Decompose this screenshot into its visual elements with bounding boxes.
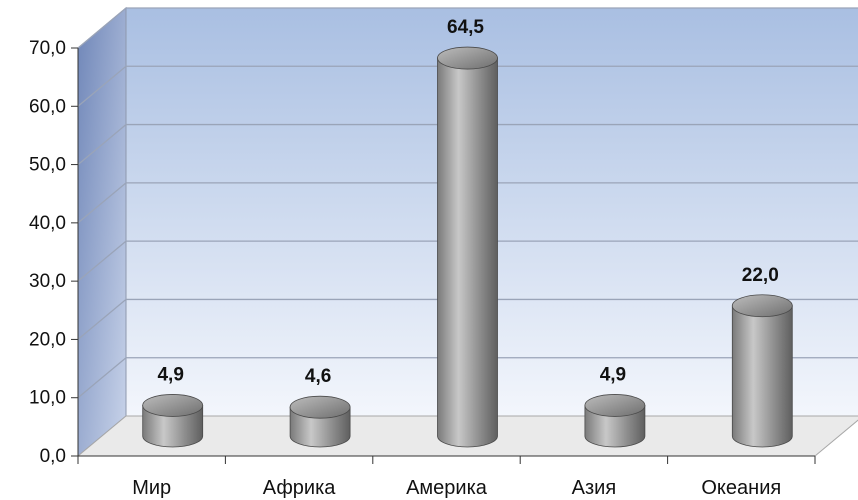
bar-cap bbox=[142, 394, 204, 417]
bars bbox=[142, 46, 793, 448]
data-label: 4,6 bbox=[305, 366, 331, 387]
y-tick-label: 30,0 bbox=[29, 271, 66, 292]
gridlines bbox=[77, 7, 858, 399]
y-tick-label: 50,0 bbox=[29, 155, 66, 176]
gridline bbox=[77, 7, 858, 49]
data-label: 22,0 bbox=[742, 265, 779, 286]
data-label: 4,9 bbox=[157, 364, 183, 385]
y-tick-label: 40,0 bbox=[29, 213, 66, 234]
data-labels: 4,9 4,6 64,5 4,9 22,0 bbox=[157, 17, 778, 387]
bar-body bbox=[731, 305, 793, 448]
x-tick-label: Африка bbox=[263, 477, 337, 499]
gridline bbox=[77, 298, 858, 340]
x-axis: Мир Африка Америка Азия Океания bbox=[77, 455, 816, 499]
bar-body bbox=[142, 405, 204, 448]
bar-cap bbox=[289, 395, 351, 419]
y-tick-label: 10,0 bbox=[29, 388, 66, 409]
x-tick-label: Азия bbox=[572, 477, 617, 499]
bar-cap bbox=[584, 394, 646, 417]
bar bbox=[584, 394, 646, 448]
side-wall bbox=[77, 6, 127, 458]
gridline bbox=[77, 123, 858, 166]
data-label: 64,5 bbox=[447, 17, 484, 38]
x-tick-label: Мир bbox=[132, 477, 171, 499]
y-tick-label: 20,0 bbox=[29, 329, 66, 350]
data-label: 4,9 bbox=[600, 364, 626, 385]
bar bbox=[289, 395, 351, 448]
y-tick-label: 0,0 bbox=[40, 446, 66, 467]
bar-cap bbox=[731, 294, 793, 318]
y-tick-label: 60,0 bbox=[29, 96, 66, 117]
bar-body bbox=[437, 57, 498, 448]
gridline bbox=[77, 182, 858, 224]
bar-cap bbox=[437, 46, 498, 70]
bar bbox=[731, 294, 793, 448]
gridline bbox=[77, 357, 858, 399]
bar bbox=[142, 394, 204, 448]
gridline bbox=[77, 240, 858, 282]
bar bbox=[437, 46, 498, 448]
x-tick-label: Америка bbox=[406, 477, 488, 499]
gridline bbox=[77, 65, 858, 107]
x-tick-label: Океания bbox=[701, 477, 781, 499]
bar-body bbox=[584, 405, 646, 448]
y-axis: 0,0 10,0 20,0 30,0 40,0 50,0 60,0 70,0 bbox=[29, 38, 79, 467]
y-tick-label: 70,0 bbox=[29, 38, 66, 59]
